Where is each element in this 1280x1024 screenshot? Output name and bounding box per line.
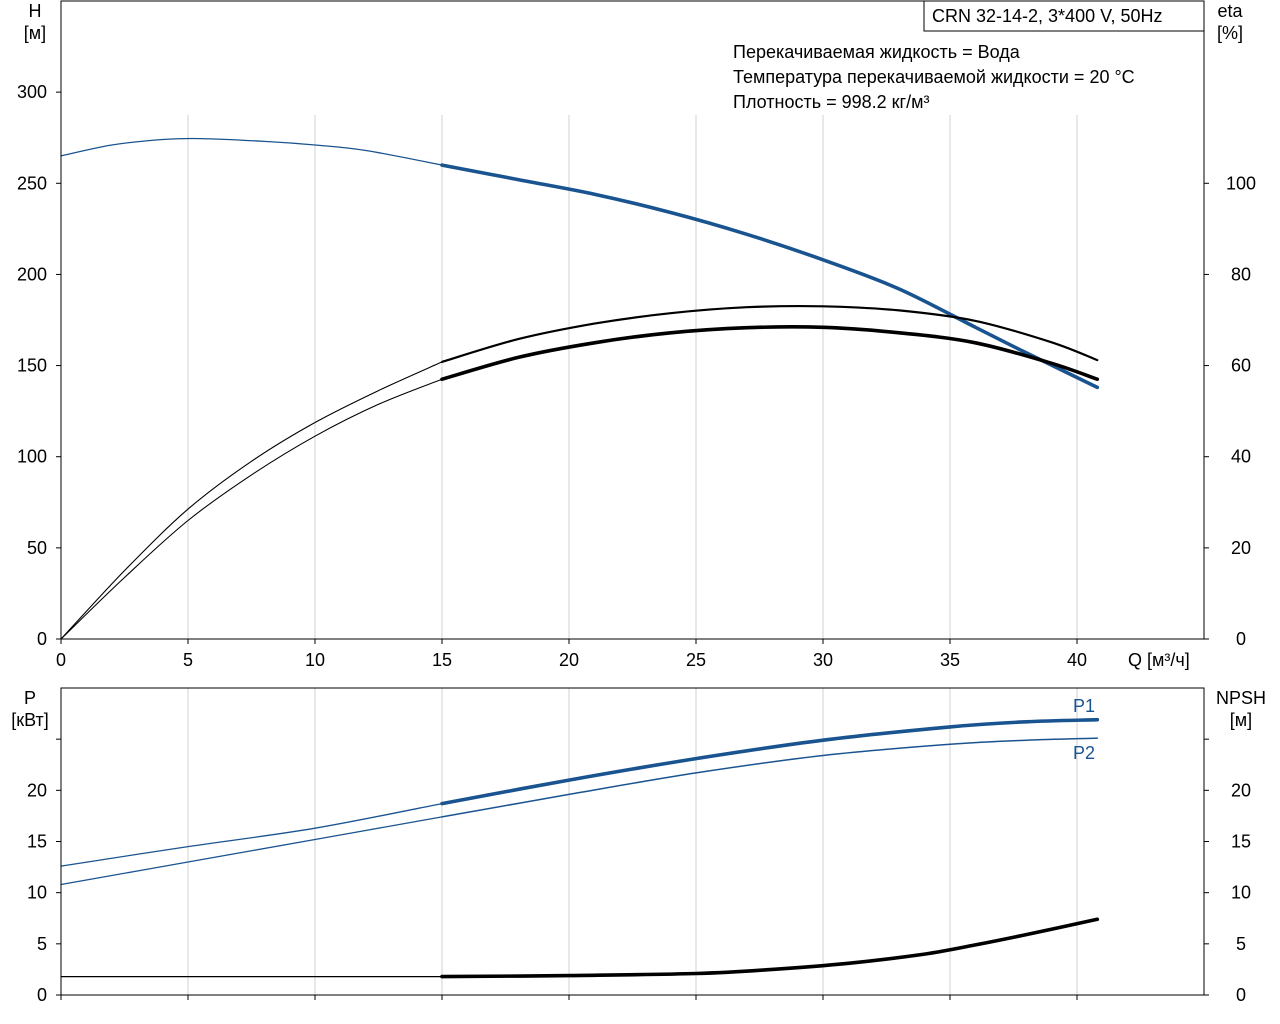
top-chart-grid	[187, 115, 1078, 639]
p-axis-unit: [кВт]	[11, 710, 49, 730]
bottom-left-tick-label-5: 5	[37, 934, 47, 954]
bottom-right-tick-label-0: 0	[1236, 985, 1246, 1005]
p1-curve-extended	[60, 802, 443, 867]
x-tick-label-25: 25	[686, 650, 706, 670]
model-label-box	[923, 0, 1205, 32]
npsh-axis-unit: [м]	[1230, 710, 1252, 730]
bottom-left-tick-label-15: 15	[27, 832, 47, 852]
top-left-tick-label-100: 100	[17, 447, 47, 467]
x-tick-label-35: 35	[940, 650, 960, 670]
npsh-curve-operating	[440, 917, 1100, 979]
info-line-fluid: Перекачиваемая жидкость = Вода	[733, 42, 1021, 62]
p-axis-label: P	[24, 688, 36, 708]
bottom-chart-grid	[187, 688, 1078, 995]
x-tick-label-30: 30	[813, 650, 833, 670]
top-left-tick-label-300: 300	[17, 82, 47, 102]
top-right-tick-label-40: 40	[1231, 447, 1251, 467]
p2-series-label: P2	[1073, 743, 1095, 763]
top-left-tick-label-0: 0	[37, 629, 47, 649]
power-npsh-chart: 0 5 10 15 20 0 5 10 15 20 P [кВт] NPSH [м] P1 P2	[11, 687, 1266, 1005]
top-left-tick-label-250: 250	[17, 173, 47, 193]
p1-series-label: P1	[1073, 696, 1095, 716]
info-line-temperature: Температура перекачиваемой жидкости = 20…	[733, 67, 1135, 87]
bottom-right-tick-label-20: 20	[1231, 780, 1251, 800]
h-axis-label: H	[29, 1, 42, 21]
bottom-chart-curves	[60, 717, 1100, 979]
x-tick-label-20: 20	[559, 650, 579, 670]
model-label: CRN 32-14-2, 3*400 V, 50Hz	[932, 6, 1162, 26]
head-curve-operating	[440, 163, 1100, 390]
bottom-left-tick-label-20: 20	[27, 780, 47, 800]
eta-axis-label: eta	[1217, 1, 1243, 21]
eff_outer-curve-operating	[440, 304, 1099, 363]
top-left-tick-label-200: 200	[17, 264, 47, 284]
top-right-tick-label-60: 60	[1231, 356, 1251, 376]
eff_inner-curve-operating	[440, 325, 1100, 381]
top-chart-frame	[60, 0, 1205, 640]
top-left-tick-label-150: 150	[17, 356, 47, 376]
info-line-density: Плотность = 998.2 кг/м³	[733, 92, 929, 112]
top-right-tick-label-100: 100	[1226, 173, 1256, 193]
h-axis-unit: [м]	[24, 23, 46, 43]
top-right-tick-label-80: 80	[1231, 264, 1251, 284]
x-tick-label-15: 15	[432, 650, 452, 670]
x-tick-label-5: 5	[183, 650, 193, 670]
bottom-chart-ticks: 0 5 10 15 20 0 5 10 15 20	[27, 738, 1251, 1005]
x-tick-label-10: 10	[305, 650, 325, 670]
bottom-chart-frame	[60, 687, 1205, 996]
top-chart-ticks: 0 5 10 15 20 25 30 35 40 0 50 100 150 200 250 300 0 20 40 6…	[17, 82, 1256, 670]
bottom-left-tick-label-10: 10	[27, 883, 47, 903]
p1-curve-operating	[440, 717, 1100, 806]
head-curve-extended	[60, 137, 443, 166]
q-axis-label: Q [м³/ч]	[1128, 650, 1190, 670]
p2-curve-extended	[60, 816, 443, 886]
x-tick-label-40: 40	[1067, 650, 1087, 670]
top-right-tick-label-20: 20	[1231, 538, 1251, 558]
bottom-left-tick-label-0: 0	[37, 985, 47, 1005]
npsh-axis-label: NPSH	[1216, 688, 1266, 708]
top-right-tick-label-0: 0	[1236, 629, 1246, 649]
x-tick-label-0: 0	[56, 650, 66, 670]
top-chart-curves	[60, 137, 1100, 640]
p2-curve-operating	[441, 737, 1099, 818]
bottom-right-tick-label-15: 15	[1231, 832, 1251, 852]
top-left-tick-label-50: 50	[27, 538, 47, 558]
bottom-right-tick-label-5: 5	[1236, 934, 1246, 954]
head-efficiency-chart: 0 5 10 15 20 25 30 35 40 0 50 100 150 200 250 300 0 20 40 6…	[17, 0, 1256, 670]
eff_inner-curve-extended	[60, 378, 443, 640]
bottom-right-tick-label-10: 10	[1231, 883, 1251, 903]
eta-axis-unit: [%]	[1217, 23, 1243, 43]
eff_outer-curve-extended	[60, 361, 443, 640]
